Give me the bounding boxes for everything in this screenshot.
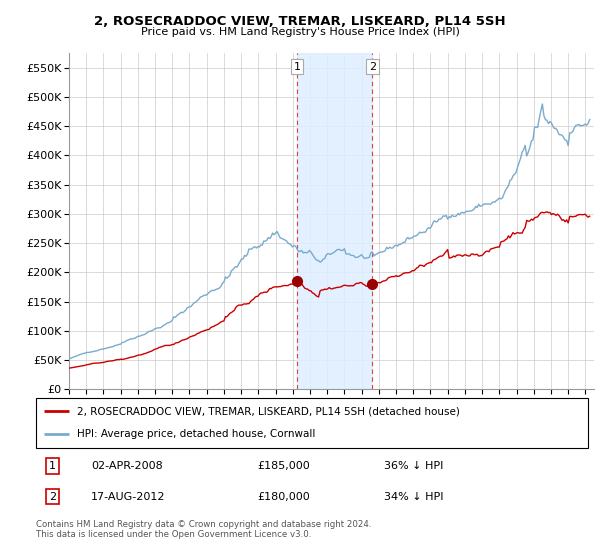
Text: 17-AUG-2012: 17-AUG-2012 — [91, 492, 166, 502]
Text: 2: 2 — [369, 62, 376, 72]
Text: 2, ROSECRADDOC VIEW, TREMAR, LISKEARD, PL14 5SH: 2, ROSECRADDOC VIEW, TREMAR, LISKEARD, P… — [94, 15, 506, 27]
Text: £180,000: £180,000 — [257, 492, 310, 502]
Text: 2: 2 — [49, 492, 56, 502]
Text: £185,000: £185,000 — [257, 461, 310, 471]
Text: Price paid vs. HM Land Registry's House Price Index (HPI): Price paid vs. HM Land Registry's House … — [140, 27, 460, 37]
Text: 1: 1 — [293, 62, 301, 72]
Text: Contains HM Land Registry data © Crown copyright and database right 2024.
This d: Contains HM Land Registry data © Crown c… — [36, 520, 371, 539]
Bar — [297, 53, 373, 389]
Text: 1: 1 — [49, 461, 56, 471]
Text: 34% ↓ HPI: 34% ↓ HPI — [384, 492, 443, 502]
Text: 36% ↓ HPI: 36% ↓ HPI — [384, 461, 443, 471]
Text: 2, ROSECRADDOC VIEW, TREMAR, LISKEARD, PL14 5SH (detached house): 2, ROSECRADDOC VIEW, TREMAR, LISKEARD, P… — [77, 406, 460, 416]
Text: HPI: Average price, detached house, Cornwall: HPI: Average price, detached house, Corn… — [77, 430, 316, 440]
Text: 02-APR-2008: 02-APR-2008 — [91, 461, 163, 471]
